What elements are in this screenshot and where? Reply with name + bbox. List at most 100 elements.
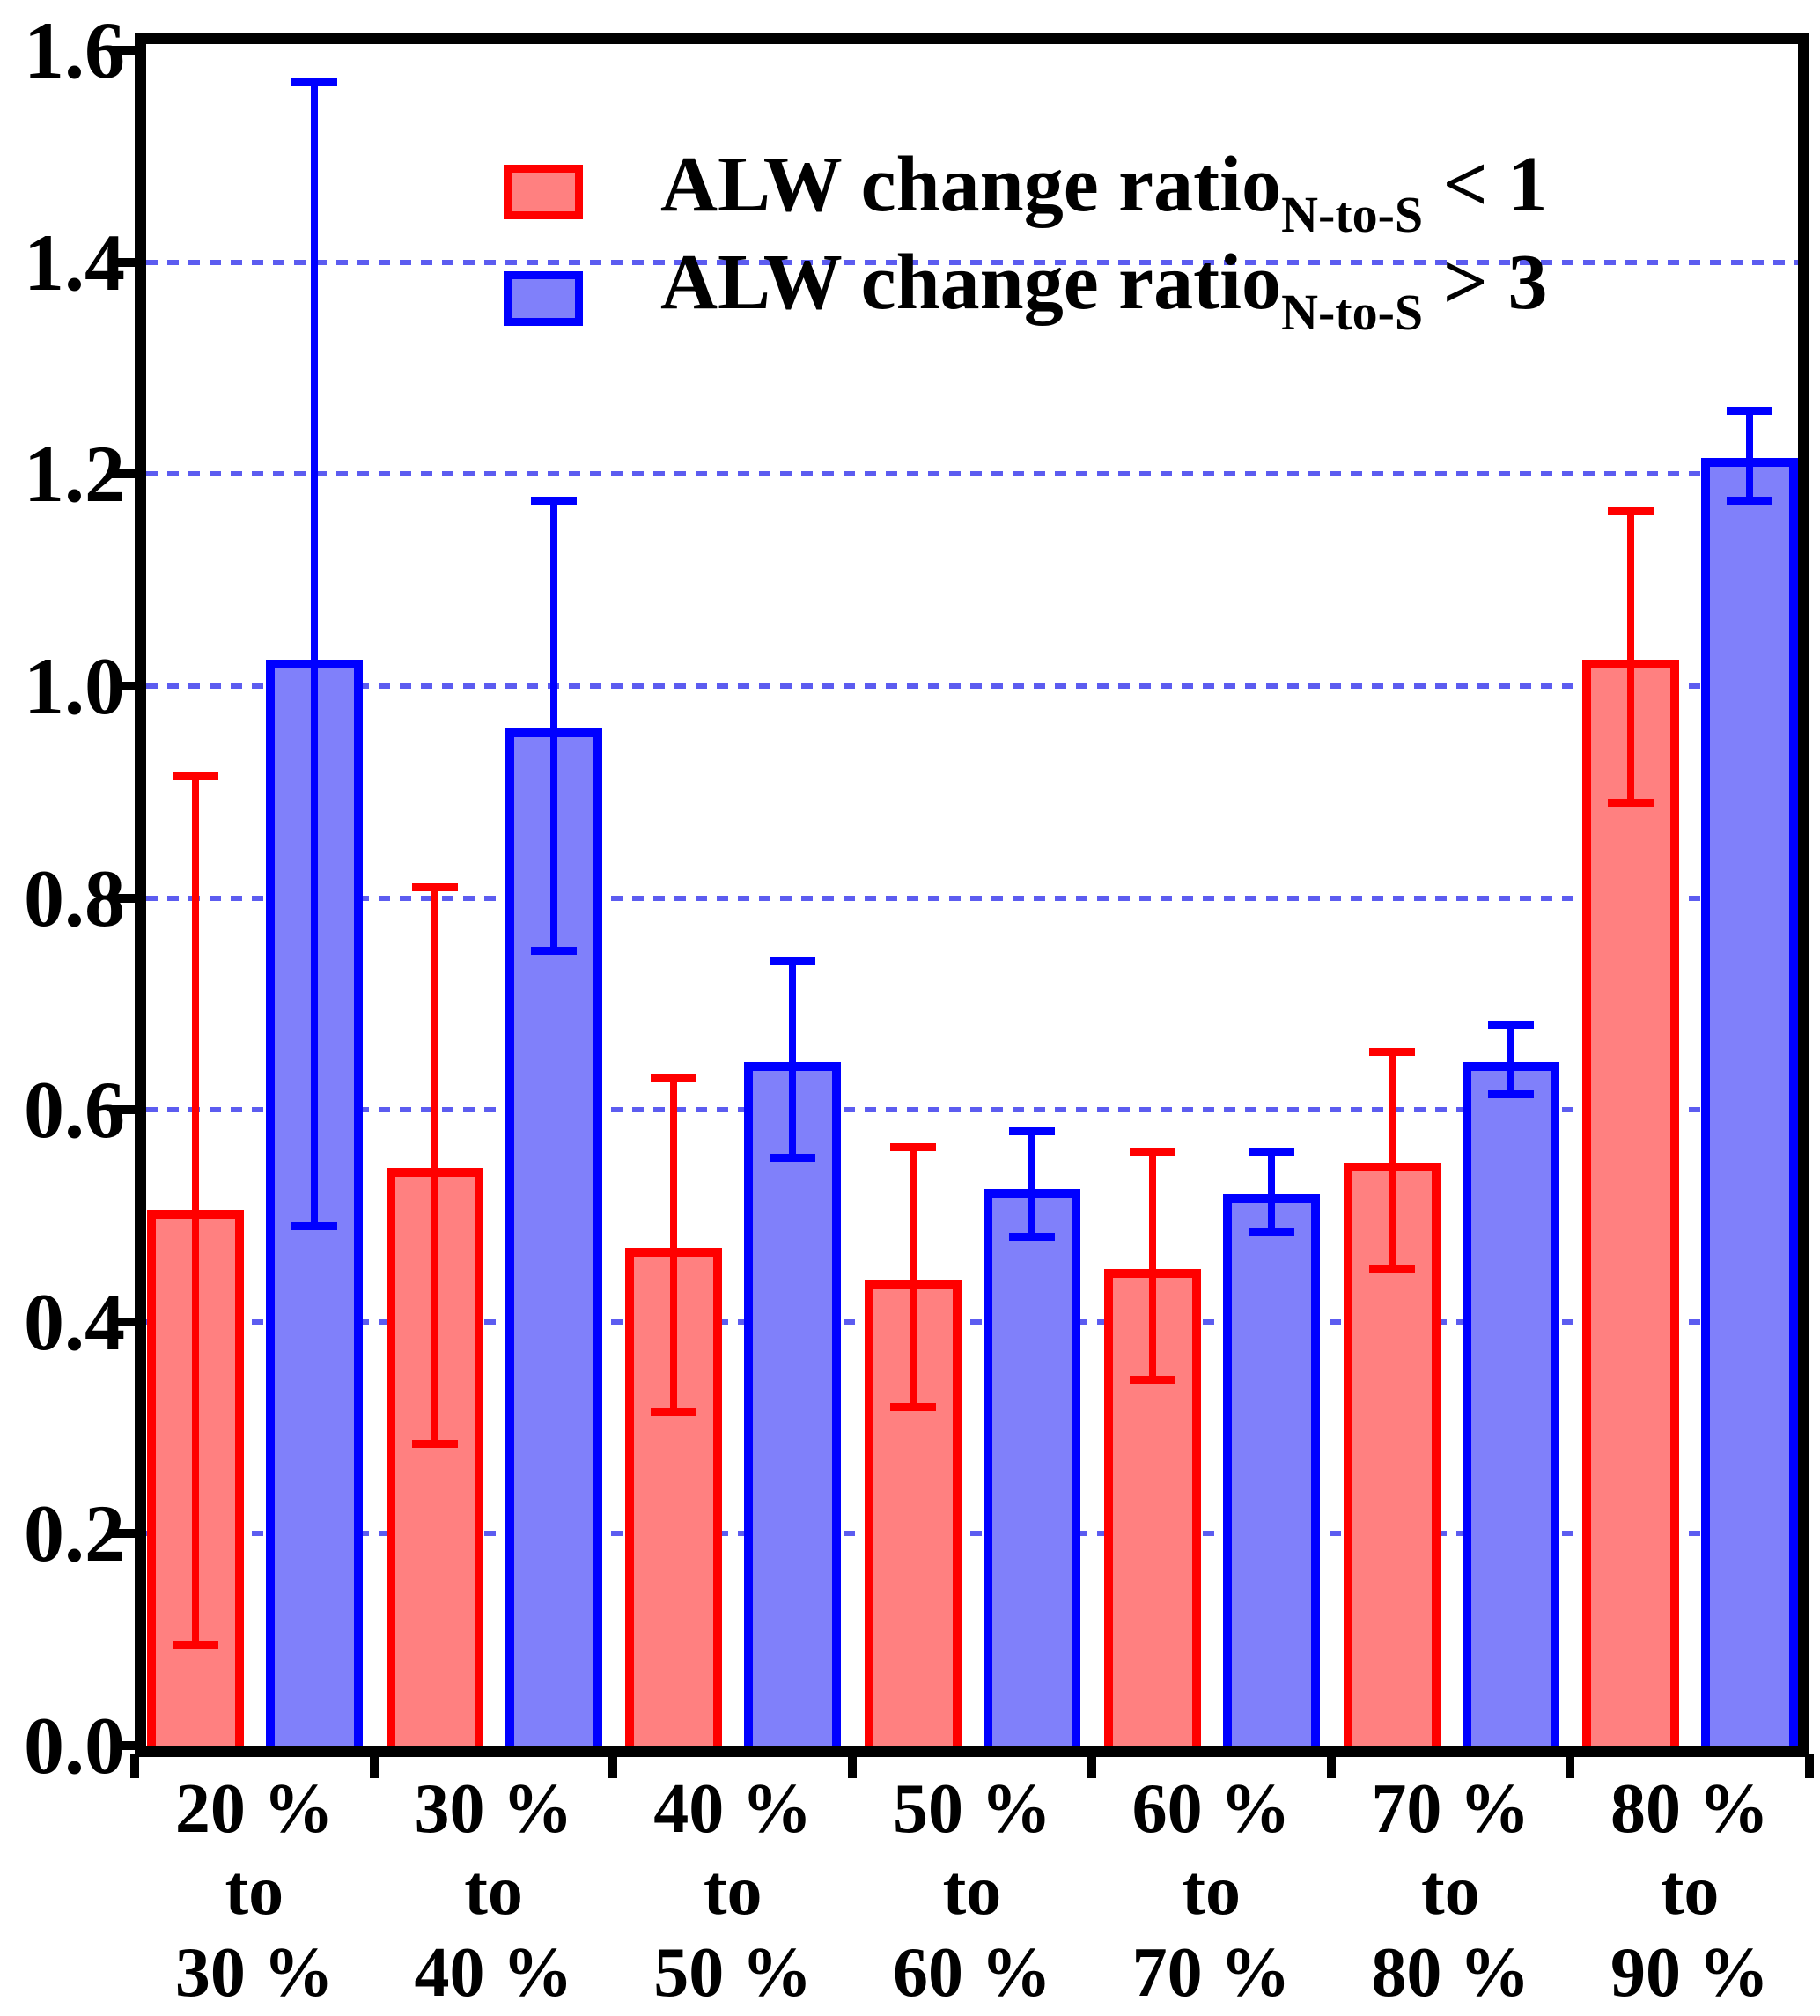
y-tick-1.0 [111, 682, 141, 690]
errorbar-blue-6-cap-bottom [1487, 1089, 1534, 1098]
errorbar-blue-4-line [1028, 1131, 1036, 1237]
errorbar-blue-3-line [789, 961, 797, 1158]
errorbar-blue-3-cap-bottom [770, 1153, 816, 1162]
errorbar-red-5-cap-bottom [1129, 1376, 1175, 1385]
y-tick-label-0.0: 0.0 [24, 1701, 125, 1791]
y-gridline-0.8 [146, 895, 1798, 901]
x-category-label-2: 30 % to 40 % [374, 1769, 614, 2014]
x-category-label-5-line-3: 70 % [1131, 1934, 1291, 2012]
errorbar-red-4-line [910, 1147, 917, 1407]
legend-entry-main-text: ALW change ratio [660, 141, 1282, 228]
y-tick-label-1.6: 1.6 [24, 5, 125, 96]
y-tick-0.0 [111, 1741, 141, 1750]
x-category-label-2-line-2: to [464, 1852, 523, 1930]
errorbar-blue-6-line [1507, 1024, 1514, 1095]
x-category-label-4-line-3: 60 % [892, 1934, 1051, 2012]
y-tick-1.4 [111, 257, 141, 267]
x-tick-2 [608, 1754, 618, 1778]
x-category-label-3-line-3: 50 % [653, 1934, 813, 2012]
x-tick-7 [1804, 1754, 1814, 1778]
legend-entry-gt3: ALW change ratioN-to-S > 3 [660, 243, 1547, 342]
x-category-label-1-line-1: 20 % [174, 1770, 334, 1848]
errorbar-red-5-cap-top [1129, 1148, 1175, 1156]
y-gridline-0.6 [146, 1107, 1798, 1113]
x-category-label-7: 80 % to 90 % [1570, 1769, 1809, 2014]
y-tick-label-1.2: 1.2 [24, 429, 125, 520]
x-tick-6 [1566, 1754, 1575, 1778]
errorbar-red-6-cap-bottom [1368, 1265, 1415, 1274]
y-gridline-0.4 [146, 1318, 1798, 1325]
x-category-label-6-line-3: 80 % [1371, 1934, 1530, 2012]
y-tick-label-0.2: 0.2 [24, 1488, 125, 1579]
x-category-label-1: 20 % to 30 % [135, 1769, 374, 2014]
x-category-label-1-line-2: to [225, 1852, 284, 1930]
x-category-label-7-line-1: 80 % [1610, 1770, 1770, 1848]
errorbar-red-1-cap-bottom [173, 1641, 218, 1650]
errorbar-blue-7-cap-top [1727, 406, 1773, 415]
errorbar-blue-2-line [549, 500, 557, 951]
y-tick-label-1.0: 1.0 [24, 641, 125, 731]
y-tick-1.2 [111, 469, 141, 479]
errorbar-blue-2-cap-bottom [530, 947, 577, 956]
errorbar-blue-3-cap-top [770, 957, 816, 966]
errorbar-red-6-cap-top [1368, 1047, 1415, 1056]
y-gridline-1.2 [146, 471, 1798, 477]
legend-entry-subscript: N-to-S [1281, 284, 1424, 341]
x-category-label-7-line-3: 90 % [1610, 1934, 1770, 2012]
x-category-label-1-line-3: 30 % [174, 1934, 334, 2012]
bar-blue-7 [1701, 458, 1799, 1746]
bar-blue-5 [1222, 1194, 1320, 1746]
bar-blue-6 [1462, 1062, 1559, 1746]
errorbar-red-2-line [431, 887, 438, 1444]
errorbar-red-2-cap-bottom [411, 1439, 458, 1448]
y-tick-label-1.4: 1.4 [24, 217, 125, 307]
y-tick-label-0.4: 0.4 [24, 1276, 125, 1367]
errorbar-red-6-line [1388, 1052, 1396, 1269]
legend-entry-lt1: ALW change ratioN-to-S < 1 [660, 145, 1547, 244]
x-category-label-3-line-2: to [703, 1852, 763, 1930]
x-tick-3 [848, 1754, 858, 1778]
errorbar-blue-4-cap-bottom [1009, 1233, 1056, 1242]
x-tick-0 [130, 1754, 139, 1778]
y-tick-label-0.8: 0.8 [24, 853, 125, 943]
errorbar-red-7-line [1627, 511, 1635, 803]
errorbar-blue-6-cap-top [1487, 1021, 1534, 1030]
x-tick-5 [1326, 1754, 1336, 1778]
bar-red-2 [386, 1168, 483, 1746]
legend-swatch-red [504, 165, 583, 219]
legend-entry-main-text: ALW change ratio [660, 239, 1282, 326]
x-category-label-2-line-1: 30 % [414, 1770, 573, 1848]
x-category-label-5: 60 % to 70 % [1092, 1769, 1331, 2014]
errorbar-red-3-line [670, 1078, 678, 1413]
errorbar-red-3-cap-bottom [651, 1407, 697, 1416]
bar-blue-4 [984, 1189, 1081, 1746]
x-category-label-4: 50 % to 60 % [852, 1769, 1092, 2014]
legend-entry-subscript: N-to-S [1281, 186, 1424, 243]
x-category-label-7-line-2: to [1660, 1852, 1720, 1930]
bar-blue-3 [744, 1062, 842, 1746]
y-gridline-0.2 [146, 1531, 1798, 1537]
errorbar-red-5-line [1148, 1152, 1156, 1380]
x-category-label-3: 40 % to 50 % [613, 1769, 852, 2014]
y-tick-0.2 [111, 1529, 141, 1539]
x-category-label-2-line-3: 40 % [414, 1934, 573, 2012]
errorbar-blue-4-cap-top [1009, 1126, 1056, 1135]
x-tick-1 [369, 1754, 379, 1778]
x-category-label-6: 70 % to 80 % [1331, 1769, 1571, 2014]
x-category-label-4-line-1: 50 % [892, 1770, 1051, 1848]
x-category-label-4-line-2: to [942, 1852, 1002, 1930]
errorbar-blue-5-cap-top [1248, 1148, 1294, 1156]
errorbar-red-4-cap-top [890, 1142, 937, 1151]
y-tick-0.6 [111, 1105, 141, 1115]
y-tick-0.8 [111, 893, 141, 903]
errorbar-red-2-cap-top [411, 883, 458, 892]
errorbar-blue-7-cap-bottom [1727, 496, 1773, 505]
legend-entry-comparison: > 3 [1423, 239, 1548, 326]
errorbar-blue-7-line [1746, 410, 1754, 501]
errorbar-red-1-line [192, 776, 199, 1645]
errorbar-blue-5-cap-bottom [1248, 1228, 1294, 1237]
errorbar-blue-1-cap-top [291, 78, 337, 86]
x-tick-4 [1087, 1754, 1096, 1778]
x-category-label-5-line-1: 60 % [1131, 1770, 1291, 1848]
